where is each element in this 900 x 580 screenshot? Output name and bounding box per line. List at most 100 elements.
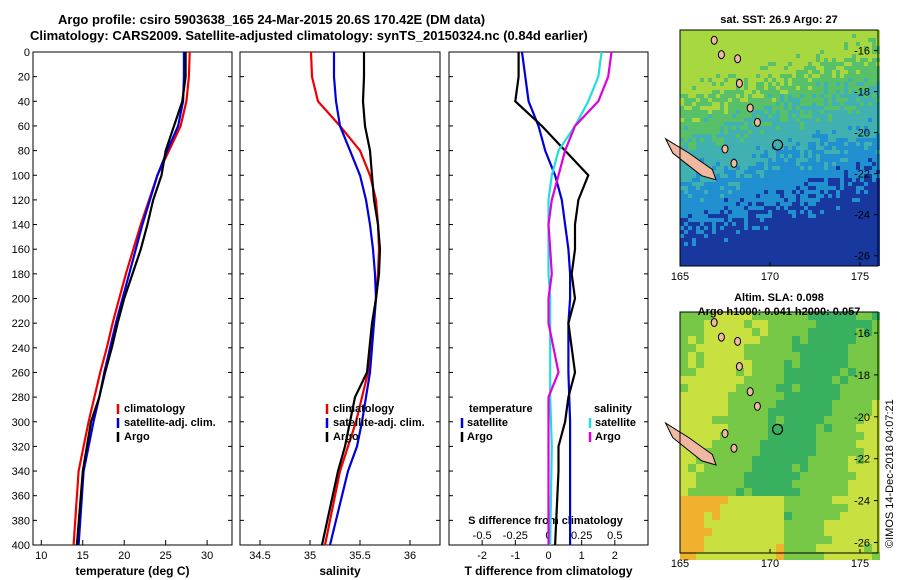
depth-tick-label: 360 [12,491,30,503]
x-tick-label: 35.5 [349,550,370,562]
top-tick-label: 0.5 [607,530,622,542]
plot-frame-0 [32,51,233,546]
depth-tick-label: 300 [12,417,30,429]
series-temperature-argo [514,52,590,546]
x-tick-label: -1 [510,550,520,562]
series-argo [320,52,382,546]
island [735,78,743,88]
map-lon-label: 175 [851,558,869,570]
map-lat-label: -18 [854,370,870,382]
legend-label: satellite [467,417,508,429]
argo-location-marker [771,139,784,151]
island [721,429,729,439]
island [710,35,718,45]
map-lat-label: -16 [854,46,870,58]
map-lat-label: -22 [854,454,870,466]
legend-label: Argo [595,431,621,443]
legend-title: temperature [469,403,533,415]
new-caledonia-island [664,421,717,466]
legend-label: climatology [333,403,395,415]
map-lat-label: -18 [854,87,870,99]
x-tick-label: 36 [404,550,416,562]
island [746,103,754,113]
legend-label: satellite-adj. clim. [333,417,425,429]
depth-tick-label: 200 [12,294,30,306]
x-tick-label: -2 [477,550,487,562]
sla-map-title-1: Altim. SLA: 0.098 [734,292,824,304]
map-lat-label: -24 [854,210,870,222]
new-caledonia-island [664,137,717,181]
legend-label: satellite-adj. clim. [124,417,216,429]
map-lon-label: 165 [671,271,689,283]
depth-tick-label: 120 [12,195,30,207]
island [753,117,761,127]
map-frame [679,29,879,267]
legend-title: salinity [594,403,633,415]
map-lon-label: 170 [761,558,779,570]
x-axis-label: temperature (deg C) [75,564,189,578]
island [734,54,742,64]
depth-tick-label: 80 [18,146,30,158]
depth-tick-label: 240 [12,343,30,355]
map-frame [679,311,879,554]
depth-tick-label: 60 [18,121,30,133]
top-tick-label: -0.25 [503,530,528,542]
map-lat-label: -20 [854,412,870,424]
depth-tick-label: 140 [12,220,30,232]
depth-tick-label: 180 [12,269,30,281]
map-lon-label: 170 [761,271,779,283]
island [746,387,754,397]
island [717,332,725,342]
map-lat-label: -26 [854,538,870,550]
island [753,401,761,411]
x-tick-label: 0 [545,550,551,562]
legend-label: climatology [124,403,186,415]
island [735,361,743,371]
x-tick-label: 15 [77,550,89,562]
x-axis-label: T difference from climatology [464,564,632,578]
x-tick-label: 34.5 [249,550,270,562]
sst-map [664,29,880,267]
island [730,158,738,168]
legend-label: Argo [124,431,150,443]
x-tick-label: 35 [304,550,316,562]
series-climatology [309,51,381,546]
top-tick-label: -0.5 [473,530,492,542]
series-satellite-adj-clim- [77,52,185,546]
sst-map-title: sat. SST: 26.9 Argo: 27 [720,14,838,26]
island [734,336,742,346]
imos-credit: ©IMOS 14-Dec-2018 04:07:21 [884,399,896,548]
series-argo [75,52,187,546]
island [730,443,738,453]
depth-tick-label: 320 [12,441,30,453]
map-lon-label: 165 [671,558,689,570]
map-lat-label: -20 [854,128,870,140]
map-lat-label: -22 [854,169,870,181]
top-axis-label: S difference from climatology [468,515,624,527]
header-title-line1: Argo profile: csiro 5903638_165 24-Mar-2… [58,12,486,27]
x-tick-label: 30 [201,550,213,562]
x-axis-label: salinity [319,564,361,578]
map-lat-label: -24 [854,496,870,508]
depth-tick-label: 100 [12,170,30,182]
depth-tick-label: 40 [18,96,30,108]
sla-map-title-2: Argo h1000: 0.041 h2000: 0.057 [697,306,861,318]
legend-label: Argo [467,431,493,443]
depth-tick-label: 340 [12,466,30,478]
island [710,317,718,327]
header-title-line2: Climatology: CARS2009. Satellite-adjuste… [30,28,588,43]
series-temperature-satellite [520,51,572,545]
depth-tick-label: 280 [12,392,30,404]
map-lon-label: 175 [851,271,869,283]
x-tick-label: 25 [160,550,172,562]
depth-tick-label: 380 [12,515,30,527]
island [721,144,729,154]
top-tick-label: 0.25 [571,530,592,542]
depth-tick-label: 0 [24,47,30,59]
island [717,50,725,60]
series-satellite-adj-clim- [328,52,378,546]
legend-label: satellite [595,417,636,429]
depth-tick-label: 160 [12,244,30,256]
depth-tick-label: 220 [12,318,30,330]
